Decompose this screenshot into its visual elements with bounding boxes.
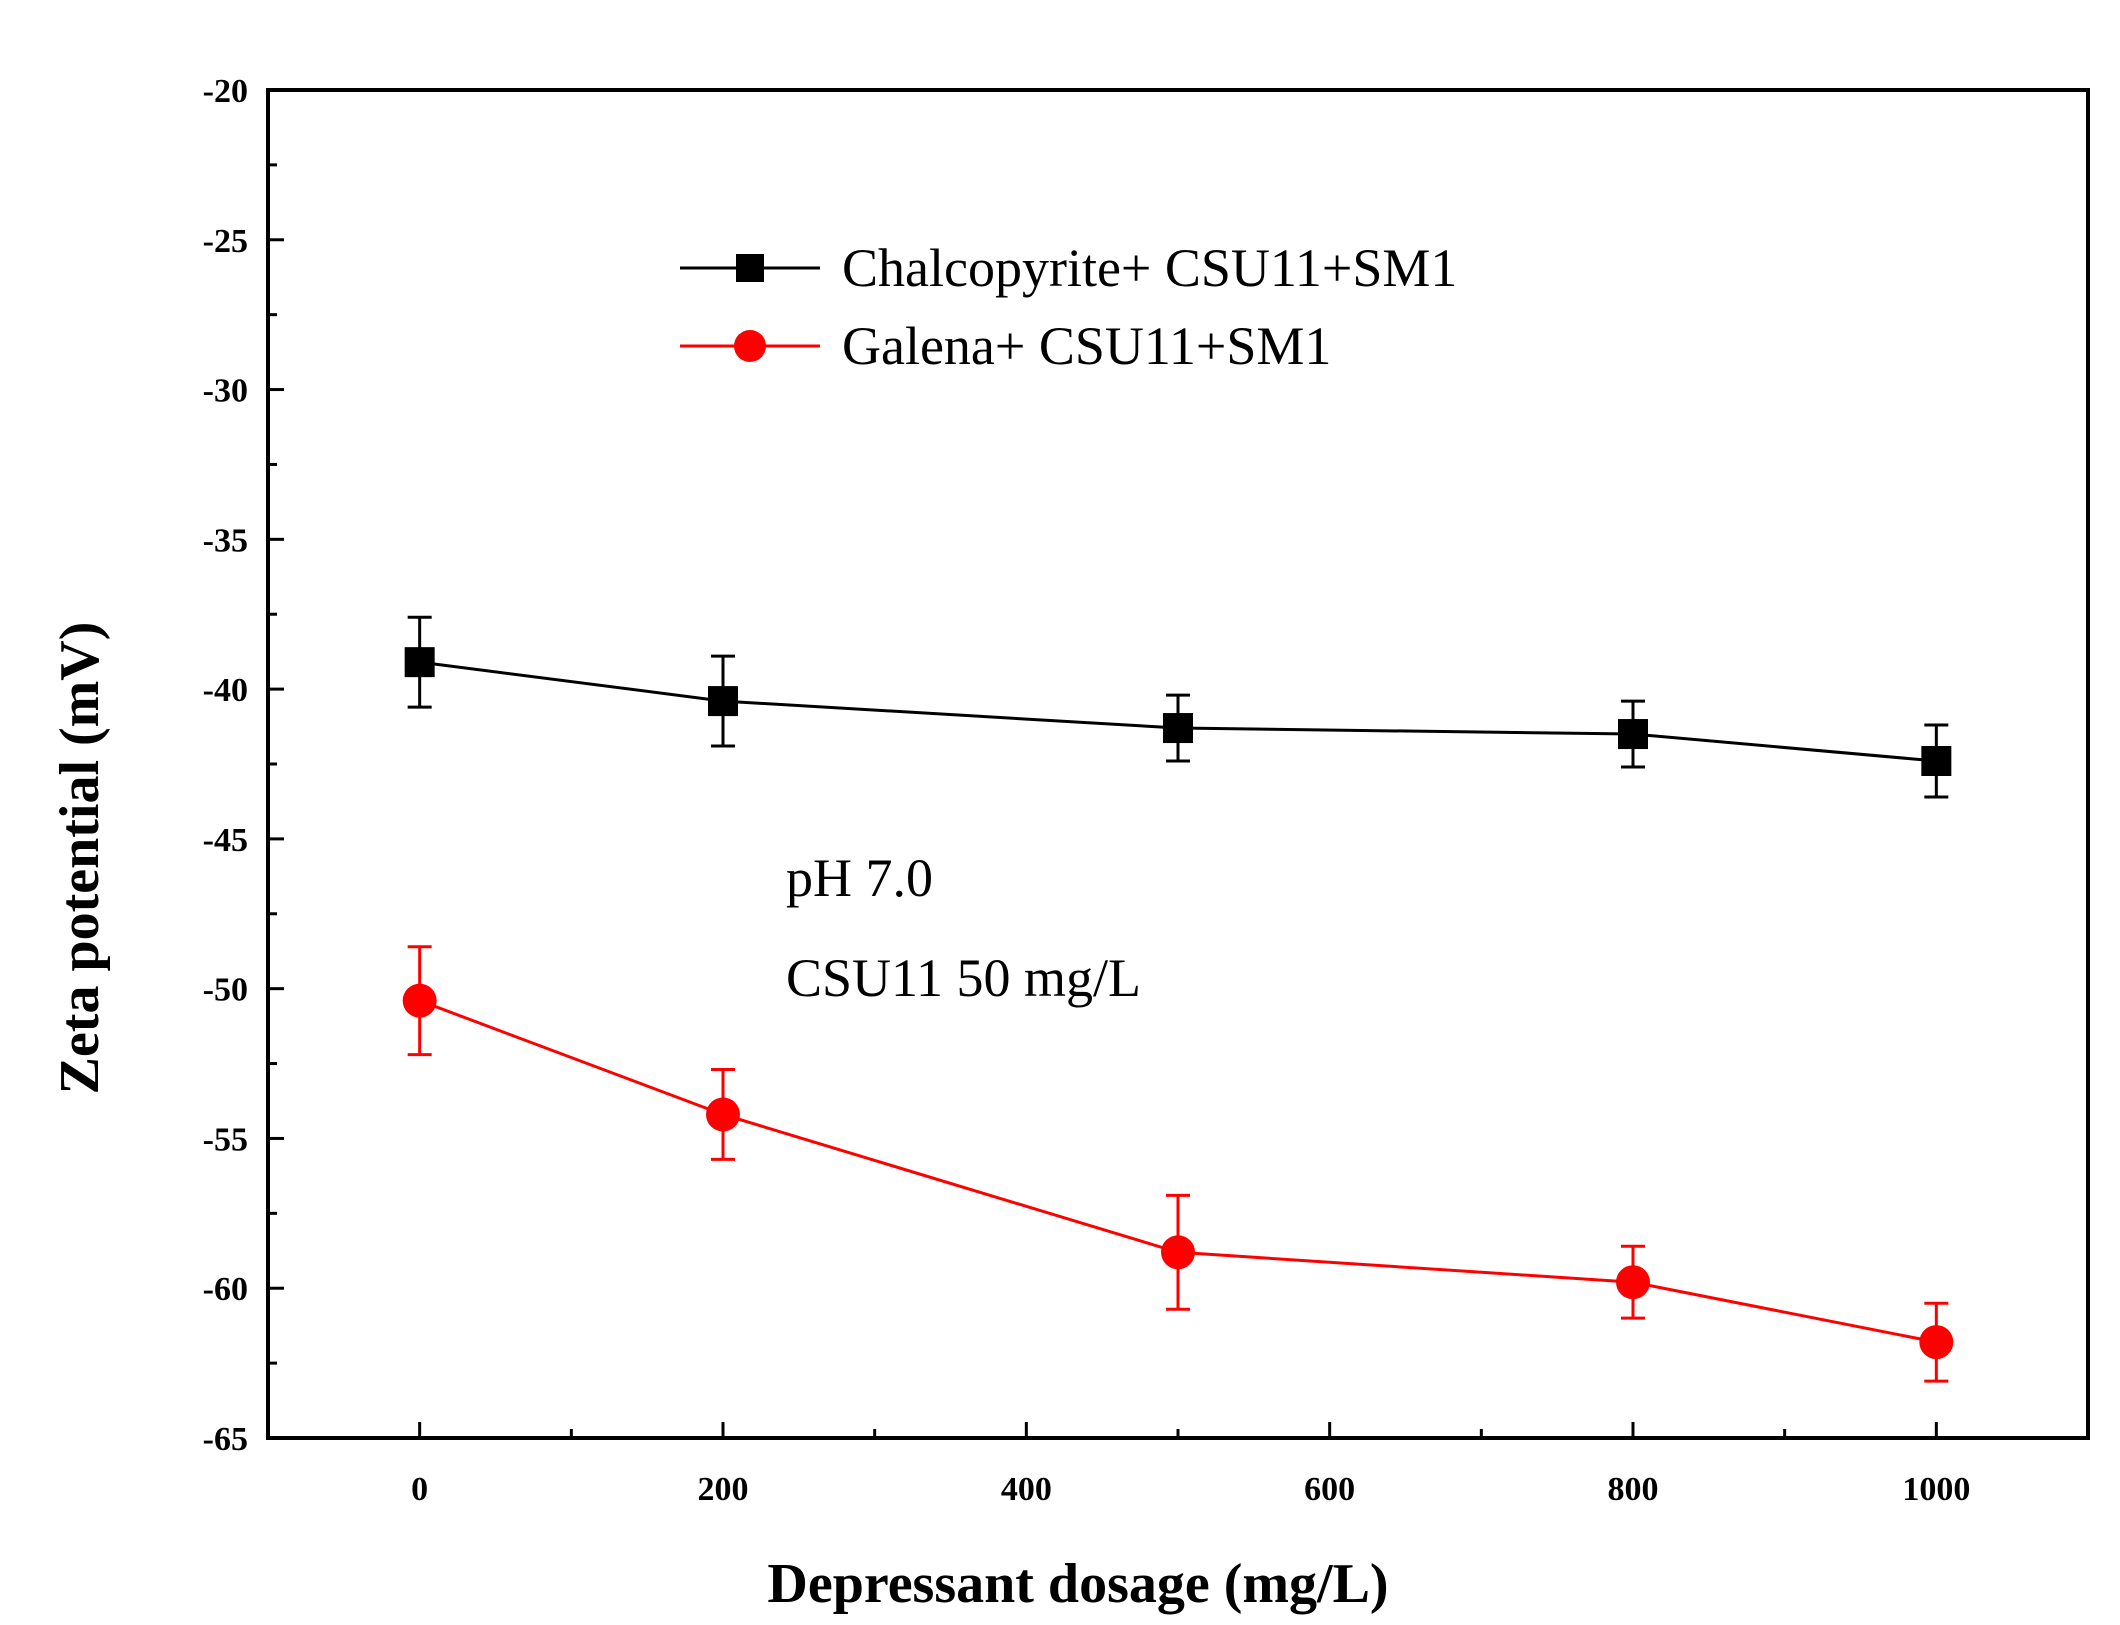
data-point <box>1919 1325 1954 1360</box>
x-tick-label: 400 <box>1001 1471 1052 1508</box>
data-point <box>1921 746 1952 777</box>
x-tick-label: 800 <box>1608 1471 1659 1508</box>
data-point <box>402 983 437 1018</box>
y-tick-label: -55 <box>203 1121 248 1158</box>
y-tick-label: -65 <box>203 1421 248 1458</box>
data-point <box>1618 719 1648 750</box>
y-tick-label: -25 <box>203 223 248 260</box>
y-tick-label: -35 <box>203 522 248 559</box>
y-axis-ticks: -20 -25 -30 -35 -40 -45 -50 -55 -60 -65 <box>203 73 284 1458</box>
x-tick-label: 600 <box>1304 1471 1355 1508</box>
y-tick-label: -45 <box>203 822 248 859</box>
annotation-ph: pH 7.0 <box>786 848 933 908</box>
x-tick-label: 0 <box>411 1471 428 1508</box>
series-chalcopyrite <box>404 615 1952 799</box>
x-axis-ticks: 0 200 400 600 800 1000 <box>411 1422 1970 1508</box>
y-tick-label: -50 <box>203 972 248 1009</box>
x-axis-title: Depressant dosage (mg/L) <box>767 1553 1388 1615</box>
y-tick-label: -30 <box>203 373 248 410</box>
data-point <box>1161 1235 1195 1270</box>
x-tick-label: 200 <box>698 1471 749 1508</box>
legend-entry-galena: Galena+ CSU11+SM1 <box>680 316 1331 376</box>
data-point <box>706 1097 740 1132</box>
x-tick-label: 1000 <box>1902 1471 1970 1508</box>
data-point <box>1163 713 1193 744</box>
data-point <box>404 647 435 678</box>
plot-frame <box>266 88 2090 1440</box>
y-tick-label: -40 <box>203 672 248 709</box>
y-tick-label: -60 <box>203 1271 248 1308</box>
legend-marker-square <box>736 254 764 282</box>
y-tick-label: -20 <box>203 73 248 110</box>
legend-marker-circle <box>734 330 766 362</box>
series-galena <box>402 945 1954 1383</box>
legend-entry-chalcopyrite: Chalcopyrite+ CSU11+SM1 <box>680 238 1457 298</box>
legend: Chalcopyrite+ CSU11+SM1 Galena+ CSU11+SM… <box>680 238 1457 376</box>
legend-label-chalcopyrite: Chalcopyrite+ CSU11+SM1 <box>842 238 1457 298</box>
data-point <box>708 686 738 717</box>
y-axis-title: Zeta potential (mV) <box>49 622 111 1095</box>
annotation-dosage: CSU11 50 mg/L <box>786 948 1141 1008</box>
series-layer <box>402 615 1954 1383</box>
legend-label-galena: Galena+ CSU11+SM1 <box>842 316 1331 376</box>
data-point <box>1616 1265 1650 1300</box>
